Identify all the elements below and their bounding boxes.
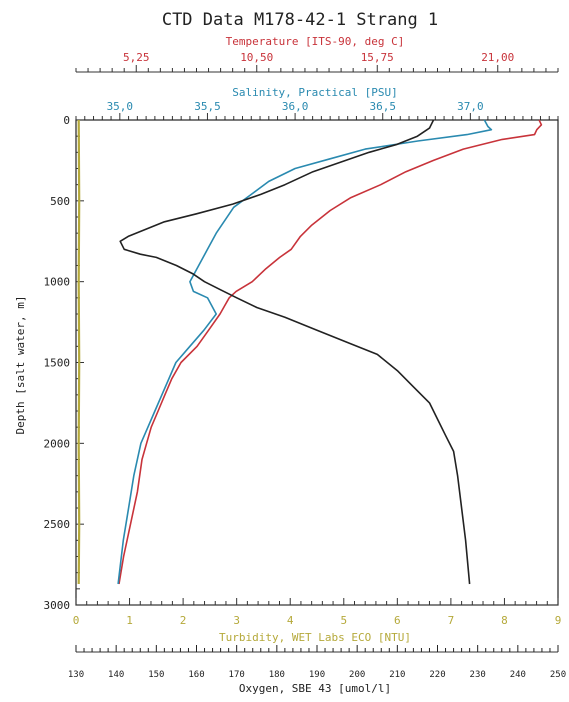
salinity-axis: 35,0 35,5 36,0 36,5 37,0	[75, 100, 559, 121]
oxygen-axis: 130 140 150 160 170 180 190 200 210 220 230 240 250	[68, 645, 566, 680]
oxygen-tick-label: 140	[108, 670, 124, 680]
depth-tick-label: 0	[63, 114, 70, 127]
turbidity-tick-label: 1	[126, 614, 133, 627]
oxygen-tick-label: 240	[510, 670, 526, 680]
chart-title: CTD Data M178-42-1 Strang 1	[162, 10, 438, 30]
turbidity-tick-label: 6	[394, 614, 401, 627]
turbidity-tick-label: 8	[501, 614, 508, 627]
oxygen-tick-label: 230	[470, 670, 486, 680]
turbidity-tick-label: 9	[555, 614, 562, 627]
oxygen-tick-label: 190	[309, 670, 325, 680]
temperature-profile-line	[118, 119, 543, 585]
depth-axis-label: Depth [salt water, m]	[14, 295, 27, 434]
oxygen-profile-line	[119, 119, 471, 585]
turbidity-tick-label: 2	[180, 614, 187, 627]
series-layer	[77, 119, 543, 585]
oxygen-tick-label: 170	[229, 670, 245, 680]
temperature-tick-label: 10,50	[240, 51, 273, 64]
oxygen-tick-label: 200	[349, 670, 365, 680]
turbidity-axis: 0 1 2 3 4 5 6 7 8 9	[73, 598, 562, 627]
salinity-tick-label: 37,0	[457, 100, 484, 113]
depth-tick-label: 3000	[44, 599, 71, 612]
turbidity-tick-label: 0	[73, 614, 80, 627]
oxygen-tick-label: 210	[389, 670, 405, 680]
turbidity-tick-label: 4	[287, 614, 294, 627]
oxygen-tick-label: 250	[550, 670, 566, 680]
salinity-tick-label: 35,5	[194, 100, 221, 113]
salinity-profile-line	[117, 119, 493, 585]
turbidity-axis-label: Turbidity, WET Labs ECO [NTU]	[219, 631, 411, 644]
plot-frame	[75, 119, 559, 606]
oxygen-tick-label: 220	[429, 670, 445, 680]
turbidity-tick-label: 3	[233, 614, 240, 627]
depth-tick-label: 2000	[44, 437, 71, 450]
salinity-tick-label: 36,0	[282, 100, 309, 113]
temperature-tick-label: 21,00	[481, 51, 514, 64]
oxygen-tick-label: 160	[188, 670, 204, 680]
salinity-tick-label: 35,0	[107, 100, 134, 113]
plot-border	[75, 119, 559, 606]
salinity-axis-label: Salinity, Practical [PSU]	[232, 86, 398, 99]
temperature-tick-label: 5,25	[123, 51, 150, 64]
depth-axis: 0 500 1000 1500 2000 2500 3000	[44, 114, 84, 612]
temperature-tick-label: 15,75	[361, 51, 394, 64]
depth-tick-label: 2500	[44, 518, 71, 531]
turbidity-tick-label: 7	[448, 614, 455, 627]
temperature-axis: 5,25 10,50 15,75 21,00	[75, 51, 559, 73]
depth-tick-label: 1500	[44, 357, 71, 370]
oxygen-tick-label: 150	[148, 670, 164, 680]
temperature-axis-label: Temperature [ITS-90, deg C]	[226, 35, 405, 48]
oxygen-tick-label: 130	[68, 670, 84, 680]
turbidity-profile-line	[77, 119, 81, 585]
oxygen-tick-label: 180	[269, 670, 285, 680]
depth-tick-label: 500	[50, 195, 70, 208]
depth-tick-label: 1000	[44, 276, 71, 289]
turbidity-tick-label: 5	[340, 614, 347, 627]
oxygen-axis-label: Oxygen, SBE 43 [umol/l]	[239, 682, 391, 695]
salinity-tick-label: 36,5	[369, 100, 396, 113]
